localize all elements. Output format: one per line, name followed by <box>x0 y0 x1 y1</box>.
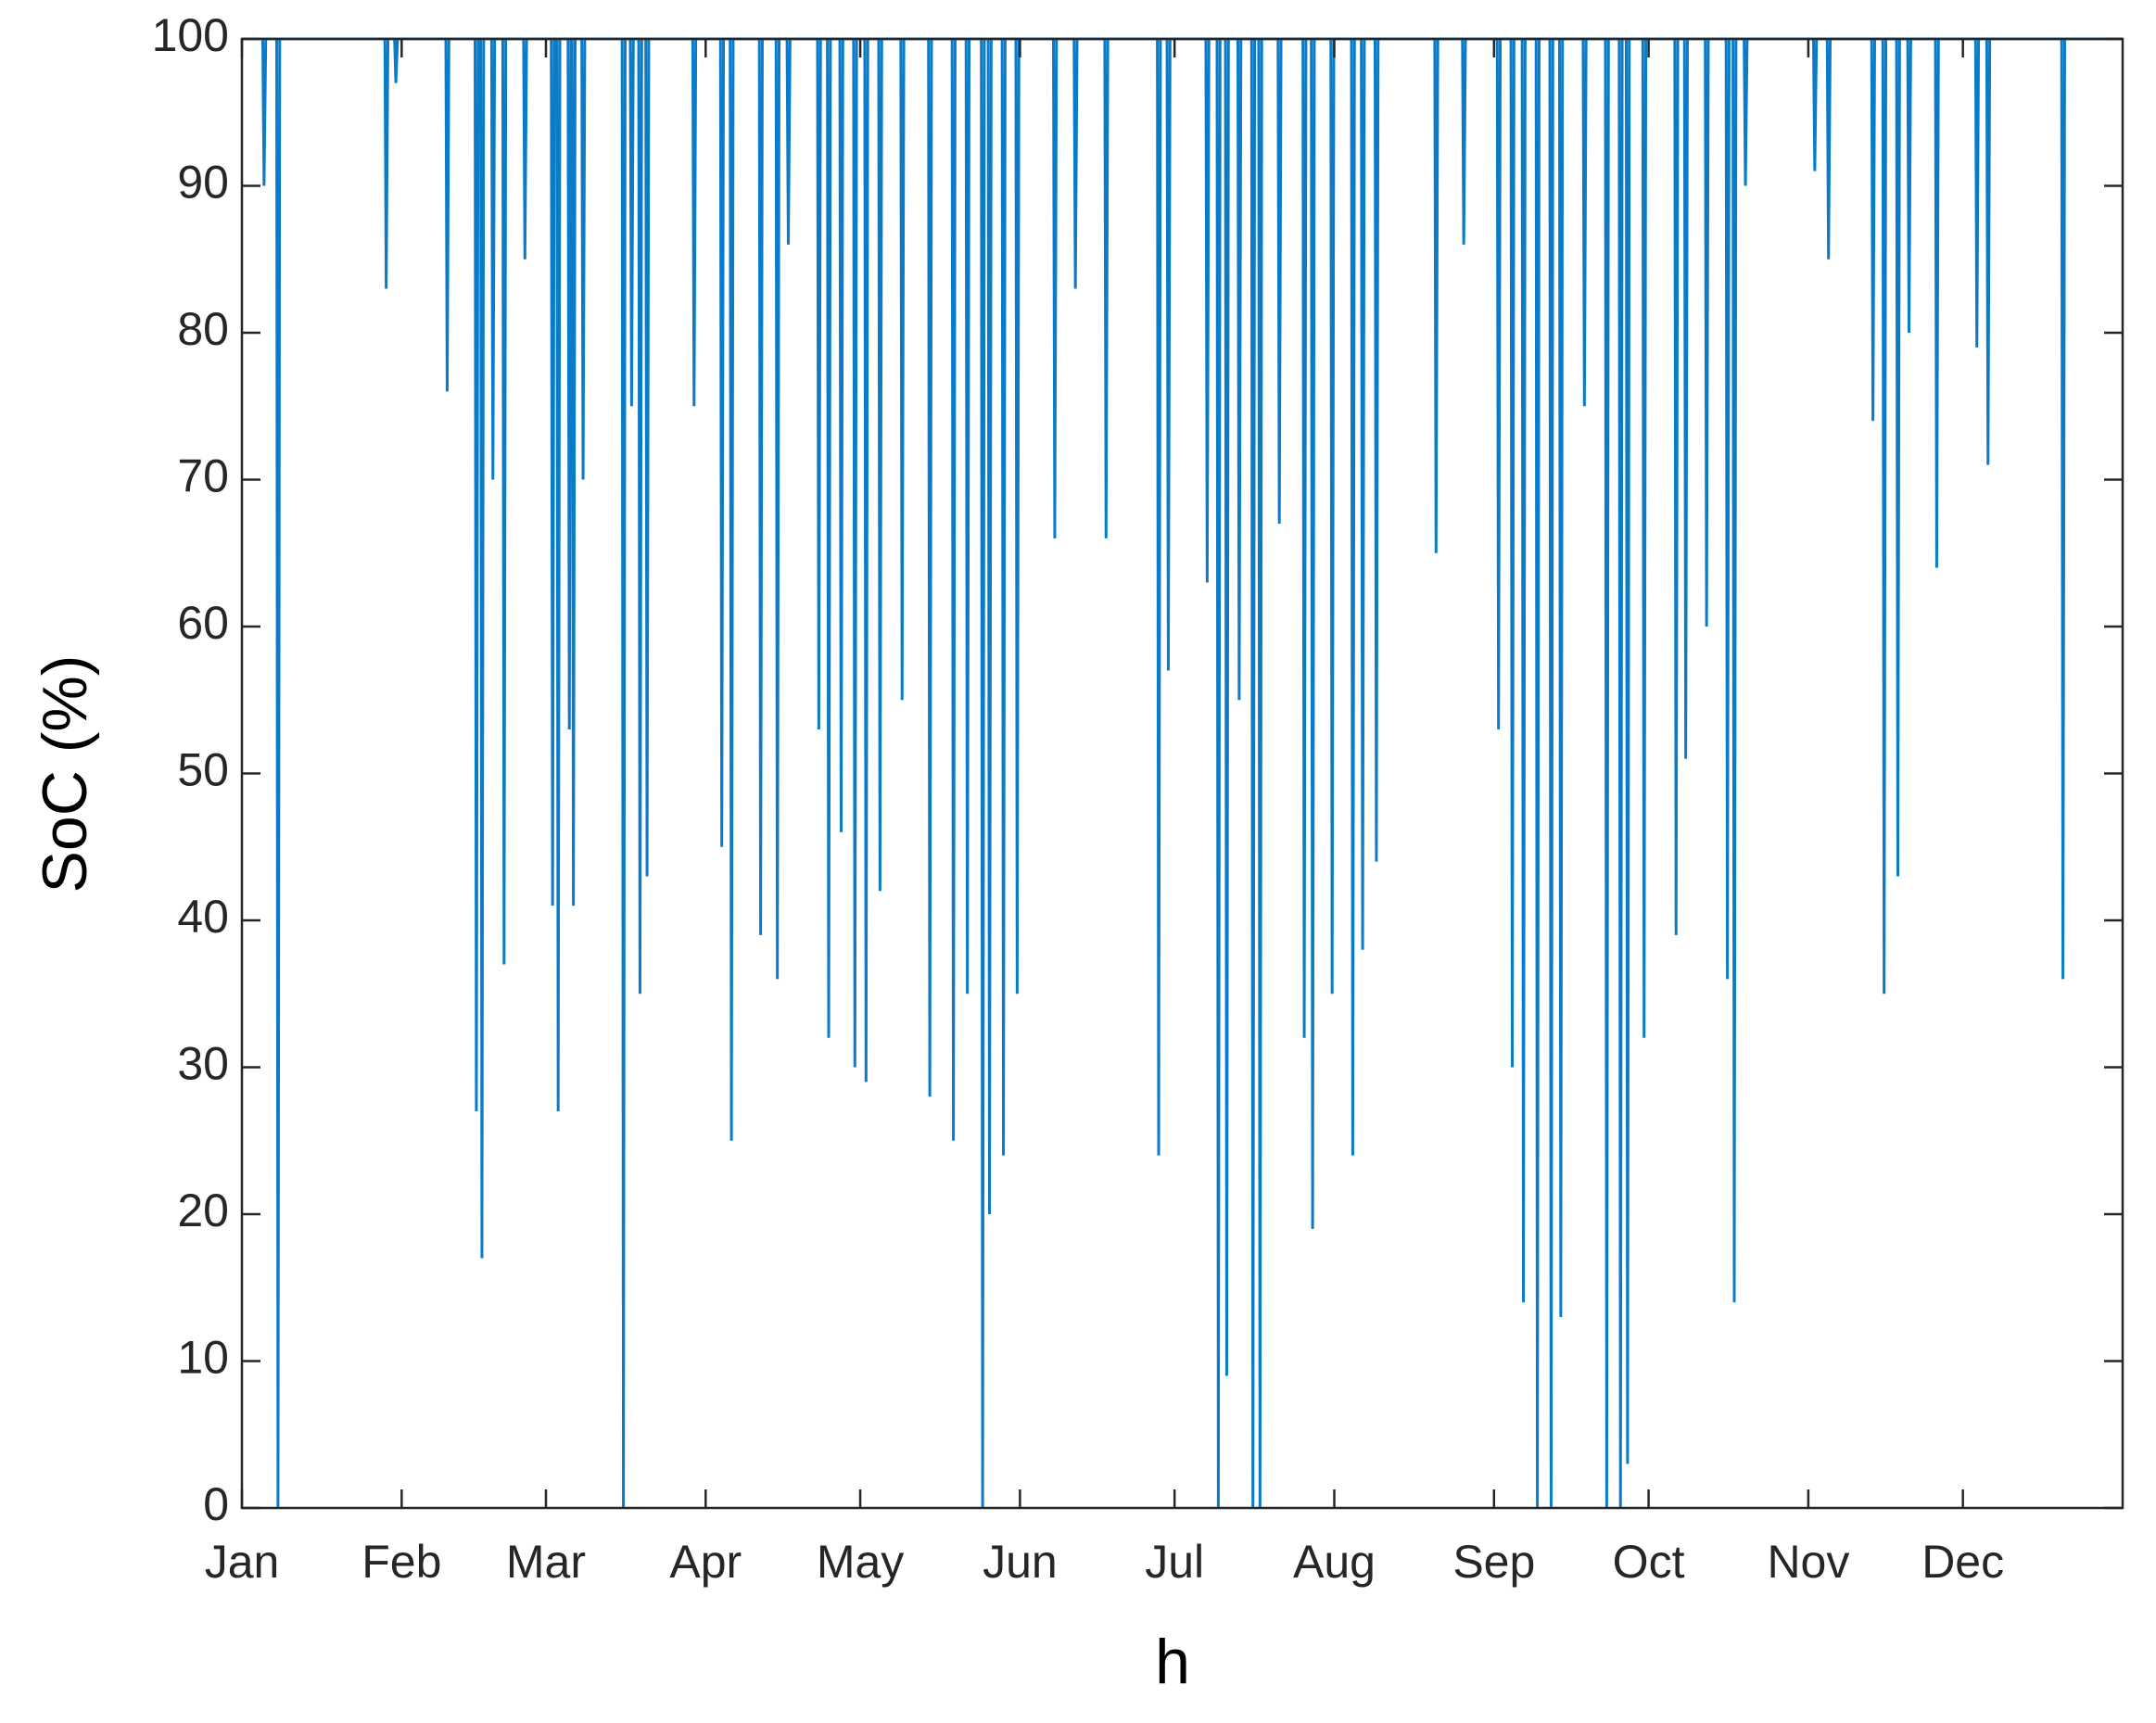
y-tick-label: 0 <box>203 1478 229 1530</box>
x-tick-label: Feb <box>361 1536 441 1588</box>
y-tick-label: 50 <box>177 744 229 796</box>
x-tick-label: Nov <box>1767 1536 1849 1588</box>
x-tick-label: Sep <box>1452 1536 1535 1588</box>
y-tick-label: 80 <box>177 303 229 355</box>
x-tick-label: Jan <box>205 1536 280 1588</box>
x-tick-label: Oct <box>1613 1536 1685 1588</box>
y-tick-label: 20 <box>177 1185 229 1236</box>
y-tick-label: 10 <box>177 1332 229 1384</box>
y-tick-label: 90 <box>177 157 229 209</box>
x-tick-label: Jun <box>983 1536 1058 1588</box>
x-axis-label: h <box>1155 1627 1190 1697</box>
y-tick-label: 70 <box>177 450 229 502</box>
x-tick-label: Dec <box>1921 1536 2004 1588</box>
x-tick-label: May <box>817 1536 904 1588</box>
y-tick-label: 40 <box>177 891 229 943</box>
y-tick-label: 100 <box>152 9 229 61</box>
x-tick-label: Apr <box>669 1536 742 1588</box>
x-tick-label: Aug <box>1293 1536 1376 1588</box>
x-tick-label: Jul <box>1145 1536 1204 1588</box>
y-axis-label: SoC (%) <box>30 655 100 893</box>
y-tick-label: 60 <box>177 597 229 649</box>
y-tick-label: 30 <box>177 1038 229 1090</box>
x-tick-label: Mar <box>506 1536 586 1588</box>
